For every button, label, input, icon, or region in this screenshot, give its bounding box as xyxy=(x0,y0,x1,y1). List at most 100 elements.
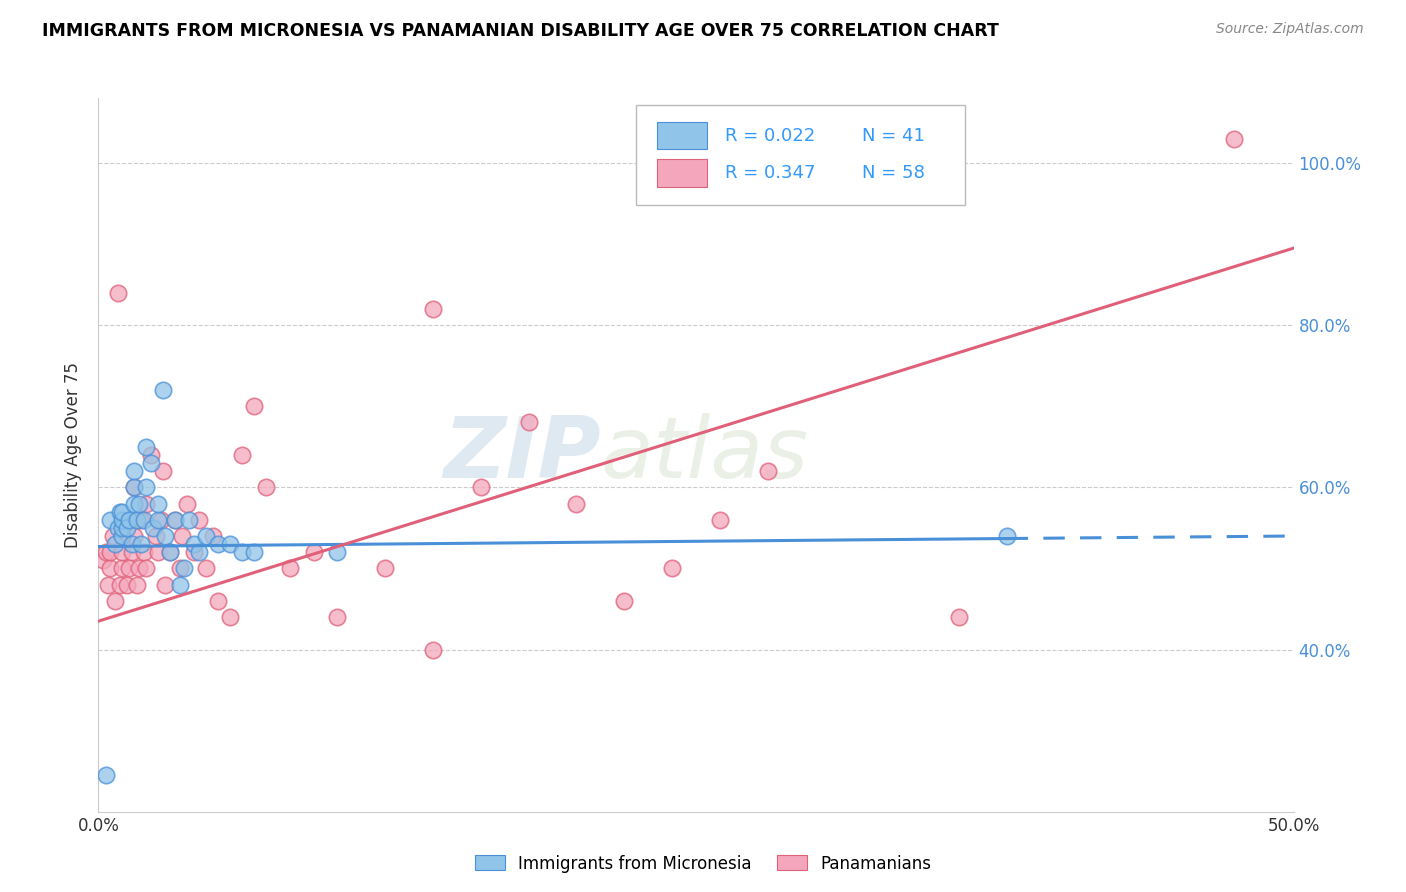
Point xyxy=(207,537,229,551)
Point xyxy=(278,561,301,575)
Point xyxy=(326,610,349,624)
Point xyxy=(159,545,181,559)
Point xyxy=(176,497,198,511)
Point xyxy=(194,561,218,575)
Point xyxy=(148,545,170,559)
Y-axis label: Disability Age Over 75: Disability Age Over 75 xyxy=(65,362,83,548)
Point xyxy=(118,561,141,575)
Point xyxy=(149,513,172,527)
Point xyxy=(124,480,146,494)
Point xyxy=(374,561,396,575)
Text: IMMIGRANTS FROM MICRONESIA VS PANAMANIAN DISABILITY AGE OVER 75 CORRELATION CHAR: IMMIGRANTS FROM MICRONESIA VS PANAMANIAN… xyxy=(42,22,1000,40)
Point xyxy=(565,497,588,511)
Bar xyxy=(657,160,707,186)
Point xyxy=(94,545,117,559)
Point xyxy=(1222,131,1246,145)
Point xyxy=(613,594,636,608)
Text: ZIP: ZIP xyxy=(443,413,600,497)
Point xyxy=(148,497,170,511)
Point xyxy=(152,464,174,478)
Point xyxy=(108,505,131,519)
Point xyxy=(183,545,205,559)
Point xyxy=(187,545,209,559)
Point xyxy=(948,610,970,624)
Point xyxy=(139,456,162,470)
FancyBboxPatch shape xyxy=(637,105,965,205)
Point xyxy=(125,577,148,591)
Point xyxy=(125,513,148,527)
Point xyxy=(231,545,253,559)
Point xyxy=(111,513,134,527)
Point xyxy=(470,480,492,494)
Point xyxy=(132,513,155,527)
Point xyxy=(155,577,177,591)
Point xyxy=(219,537,242,551)
Point xyxy=(98,513,122,527)
Point xyxy=(302,545,325,559)
Point xyxy=(207,594,229,608)
Text: N = 58: N = 58 xyxy=(862,164,925,182)
Point xyxy=(231,448,253,462)
Point xyxy=(139,448,162,462)
Point xyxy=(159,545,181,559)
Point xyxy=(187,513,209,527)
Point xyxy=(107,521,129,535)
Point xyxy=(995,529,1018,543)
Point xyxy=(124,529,146,543)
Point xyxy=(135,480,157,494)
Legend: Immigrants from Micronesia, Panamanians: Immigrants from Micronesia, Panamanians xyxy=(468,848,938,880)
Point xyxy=(118,513,141,527)
Text: Source: ZipAtlas.com: Source: ZipAtlas.com xyxy=(1216,22,1364,37)
Point xyxy=(243,399,266,413)
Point xyxy=(422,301,444,316)
Point xyxy=(202,529,225,543)
Text: N = 41: N = 41 xyxy=(862,127,925,145)
Point xyxy=(422,642,444,657)
Text: R = 0.022: R = 0.022 xyxy=(724,127,815,145)
Point xyxy=(169,561,191,575)
Point xyxy=(111,521,134,535)
Point xyxy=(111,561,134,575)
Point xyxy=(107,285,129,300)
Point xyxy=(326,545,349,559)
Point xyxy=(709,513,731,527)
Point xyxy=(98,561,122,575)
Point xyxy=(172,529,194,543)
Point xyxy=(517,416,540,430)
Point xyxy=(155,529,177,543)
Point xyxy=(163,513,186,527)
Point xyxy=(135,561,157,575)
Point xyxy=(128,497,150,511)
Point xyxy=(132,545,155,559)
Point xyxy=(124,497,146,511)
Point xyxy=(152,383,174,397)
Bar xyxy=(657,122,707,150)
Text: atlas: atlas xyxy=(600,413,808,497)
Point xyxy=(194,529,218,543)
Point xyxy=(101,529,124,543)
Point xyxy=(121,537,143,551)
Point xyxy=(115,577,138,591)
Point xyxy=(243,545,266,559)
Point xyxy=(142,521,165,535)
Point xyxy=(219,610,242,624)
Point xyxy=(183,537,205,551)
Point xyxy=(756,464,779,478)
Point xyxy=(173,561,195,575)
Point xyxy=(145,529,167,543)
Point xyxy=(124,480,146,494)
Point xyxy=(124,464,146,478)
Point xyxy=(128,561,150,575)
Point xyxy=(135,497,157,511)
Point xyxy=(104,594,127,608)
Point xyxy=(111,505,134,519)
Point xyxy=(135,440,157,454)
Point xyxy=(661,561,683,575)
Point xyxy=(111,529,134,543)
Point xyxy=(148,513,170,527)
Point xyxy=(163,513,186,527)
Point xyxy=(111,529,134,543)
Point xyxy=(169,577,191,591)
Point xyxy=(97,577,120,591)
Text: R = 0.347: R = 0.347 xyxy=(724,164,815,182)
